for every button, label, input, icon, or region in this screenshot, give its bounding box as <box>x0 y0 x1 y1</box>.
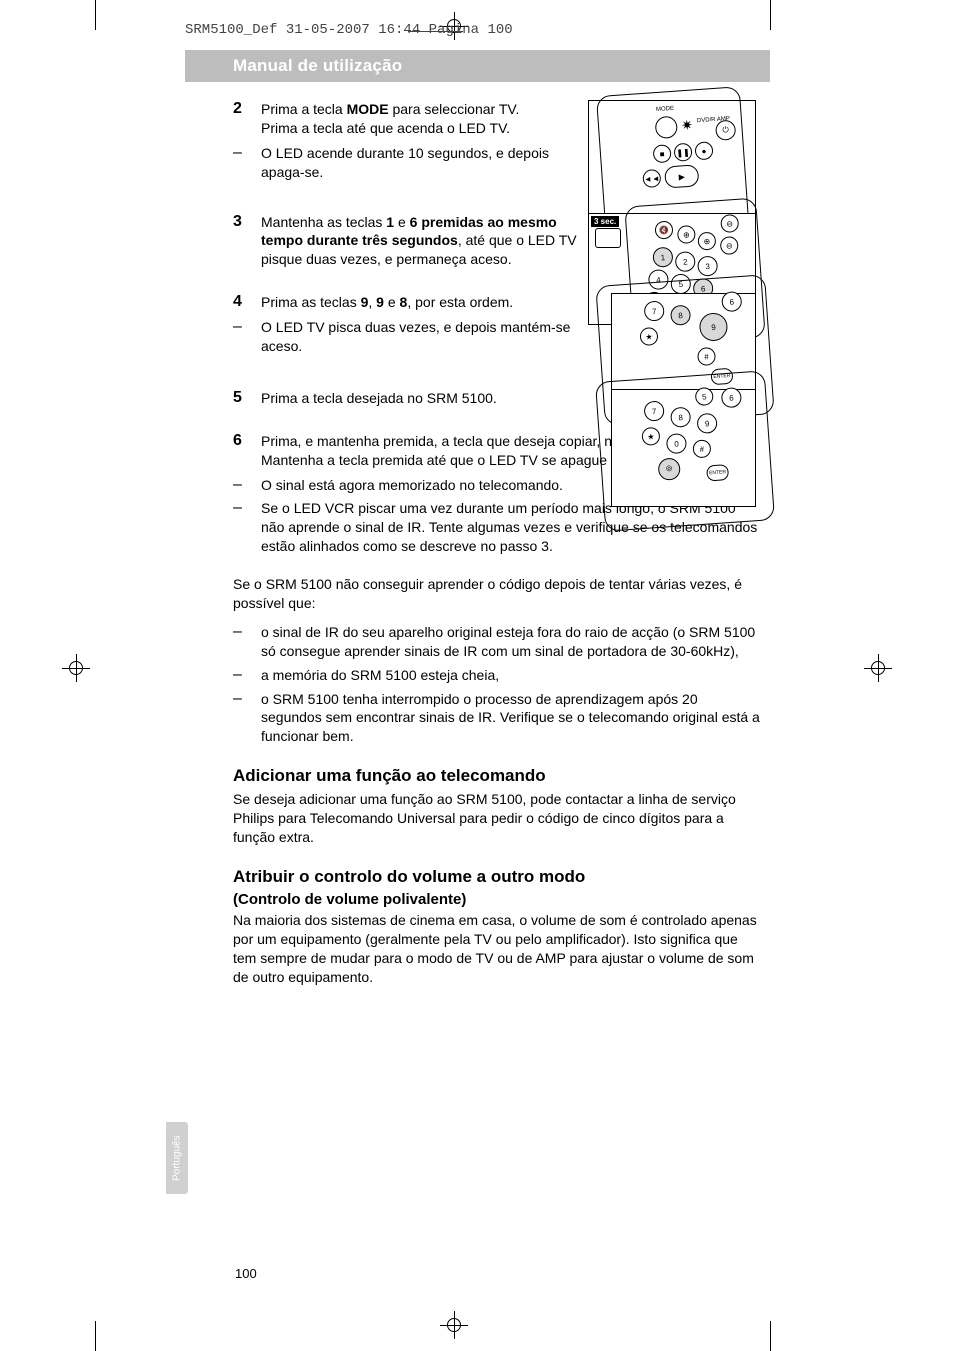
file-header: SRM5100_Def 31-05-2007 16:44 Pagina 100 <box>185 22 513 38</box>
troubleshoot-item: o sinal de IR do seu aparelho original e… <box>261 623 760 661</box>
section-body: Na maioria dos sistemas de cinema em cas… <box>233 911 760 987</box>
step-text: Prima a tecla MODE para seleccionar TV. … <box>261 100 580 138</box>
dash: – <box>233 666 261 685</box>
step-text: Mantenha as teclas 1 e 6 premidas ao mes… <box>261 213 580 270</box>
dash: – <box>233 623 261 661</box>
diagram-step5: 5 6 7 8 9 ★ 0 # ⦾ ENTER <box>611 389 756 507</box>
section-body: Se deseja adicionar uma função ao SRM 51… <box>233 790 760 847</box>
step-text: Prima a tecla desejada no SRM 5100. <box>261 389 580 408</box>
step-bullet: O LED acende durante 10 segundos, e depo… <box>261 144 580 182</box>
step-text: Prima as teclas 9, 9 e 8, por esta ordem… <box>261 293 580 312</box>
dash: – <box>233 499 261 556</box>
step-bullet: O LED TV pisca duas vezes, e depois mant… <box>261 318 580 356</box>
step-number: 4 <box>233 293 261 311</box>
language-tab: Português <box>166 1122 188 1194</box>
troubleshoot-item: o SRM 5100 tenha interrompido o processo… <box>261 690 760 747</box>
troubleshoot-item: a memória do SRM 5100 esteja cheia, <box>261 666 760 685</box>
dash: – <box>233 690 261 747</box>
step-number: 3 <box>233 213 261 231</box>
troubleshoot-intro: Se o SRM 5100 não conseguir aprender o c… <box>233 575 760 613</box>
section-title-vol: Atribuir o controlo do volume a outro mo… <box>233 867 760 887</box>
dash: – <box>233 476 261 495</box>
section-subtitle-vol: (Controlo de volume polivalente) <box>233 891 760 908</box>
dash: – <box>233 144 261 182</box>
step-number: 2 <box>233 100 261 118</box>
step-number: 6 <box>233 432 261 450</box>
page-number: 100 <box>235 1266 257 1281</box>
section-title-add: Adicionar uma função ao telecomando <box>233 766 760 786</box>
dash: – <box>233 318 261 356</box>
chapter-title: Manual de utilização <box>185 50 770 82</box>
step-number: 5 <box>233 389 261 407</box>
